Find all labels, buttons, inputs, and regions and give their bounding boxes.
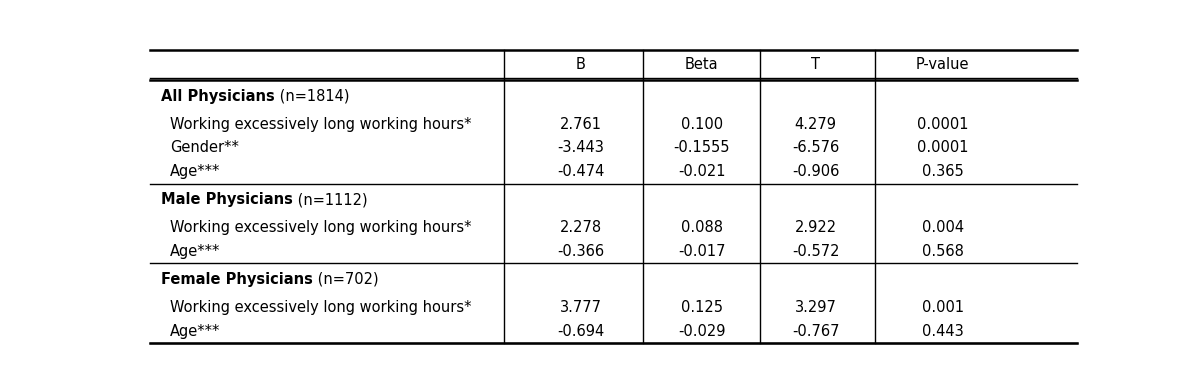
Text: 0.568: 0.568 bbox=[922, 244, 964, 259]
Text: All Physicians: All Physicians bbox=[160, 89, 274, 103]
Text: 0.001: 0.001 bbox=[922, 300, 964, 315]
Text: -0.029: -0.029 bbox=[678, 324, 725, 339]
Text: Working excessively long working hours*: Working excessively long working hours* bbox=[170, 300, 472, 315]
Text: 3.297: 3.297 bbox=[795, 300, 837, 315]
Text: 2.922: 2.922 bbox=[795, 220, 837, 235]
Text: 0.125: 0.125 bbox=[681, 300, 723, 315]
Text: Working excessively long working hours*: Working excessively long working hours* bbox=[170, 117, 472, 131]
Text: -0.474: -0.474 bbox=[558, 164, 604, 179]
Text: -6.576: -6.576 bbox=[792, 140, 839, 155]
Text: -0.017: -0.017 bbox=[678, 244, 725, 259]
Text: -0.1555: -0.1555 bbox=[674, 140, 730, 155]
Text: 0.0001: 0.0001 bbox=[917, 140, 968, 155]
Text: 0.100: 0.100 bbox=[681, 117, 723, 131]
Text: -0.572: -0.572 bbox=[792, 244, 839, 259]
Text: 0.0001: 0.0001 bbox=[917, 117, 968, 131]
Text: Age***: Age*** bbox=[170, 244, 220, 259]
Text: T: T bbox=[812, 57, 820, 72]
Text: 3.777: 3.777 bbox=[560, 300, 602, 315]
Text: -0.694: -0.694 bbox=[558, 324, 604, 339]
Text: Age***: Age*** bbox=[170, 324, 220, 339]
Text: -0.021: -0.021 bbox=[678, 164, 725, 179]
Text: Female Physicians: Female Physicians bbox=[160, 272, 312, 287]
Text: 0.443: 0.443 bbox=[922, 324, 964, 339]
Text: (n=1112): (n=1112) bbox=[292, 192, 367, 207]
Text: Beta: Beta bbox=[685, 57, 718, 72]
Text: -0.767: -0.767 bbox=[792, 324, 839, 339]
Text: 2.761: 2.761 bbox=[560, 117, 602, 131]
Text: 0.365: 0.365 bbox=[922, 164, 964, 179]
Text: Working excessively long working hours*: Working excessively long working hours* bbox=[170, 220, 472, 235]
Text: Age***: Age*** bbox=[170, 164, 220, 179]
Text: 0.004: 0.004 bbox=[922, 220, 964, 235]
Text: P-value: P-value bbox=[916, 57, 970, 72]
Text: B: B bbox=[576, 57, 585, 72]
Text: -3.443: -3.443 bbox=[558, 140, 604, 155]
Text: 0.088: 0.088 bbox=[681, 220, 723, 235]
Text: Male Physicians: Male Physicians bbox=[160, 192, 292, 207]
Text: (n=702): (n=702) bbox=[312, 272, 378, 287]
Text: (n=1814): (n=1814) bbox=[274, 89, 350, 103]
Text: -0.906: -0.906 bbox=[792, 164, 839, 179]
Text: -0.366: -0.366 bbox=[558, 244, 604, 259]
Text: 4.279: 4.279 bbox=[795, 117, 837, 131]
Text: Gender**: Gender** bbox=[170, 140, 239, 155]
Text: 2.278: 2.278 bbox=[560, 220, 602, 235]
